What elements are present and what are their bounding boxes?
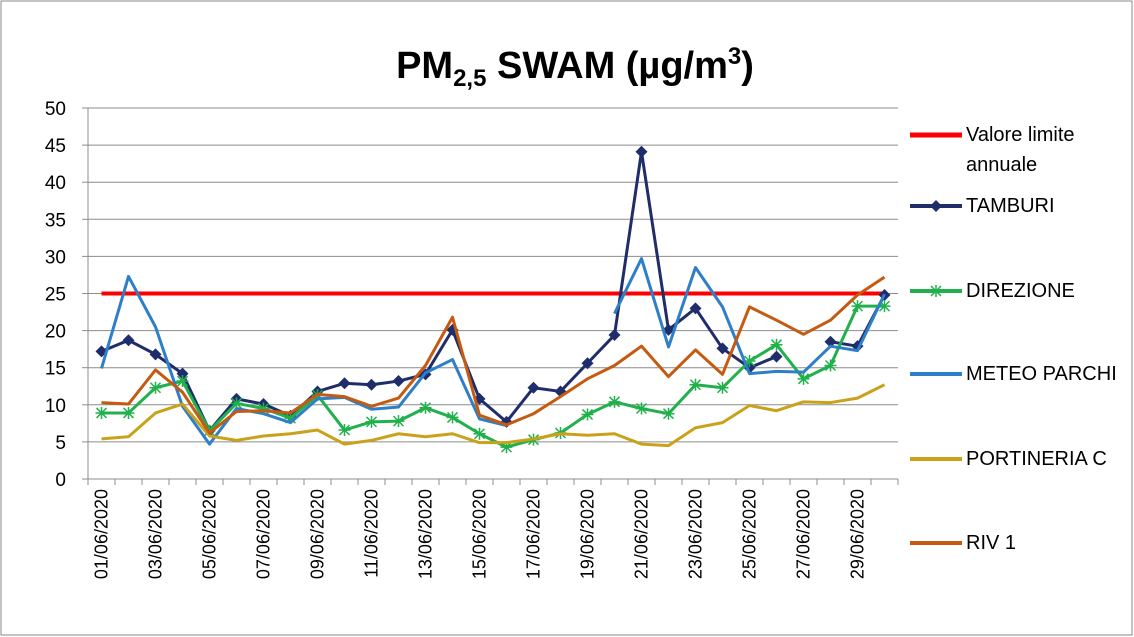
- marker: [851, 300, 864, 313]
- legend-marker: [930, 200, 942, 212]
- legend-label: PORTINERIA C: [966, 448, 1107, 470]
- x-tick-label: 29/06/2020: [848, 489, 868, 579]
- marker: [284, 412, 297, 425]
- title-part: 3: [728, 43, 741, 70]
- x-tick-label: 03/06/2020: [146, 489, 166, 579]
- marker: [419, 401, 432, 414]
- series-line: [100, 257, 886, 446]
- x-tick-label: 15/06/2020: [470, 489, 490, 579]
- y-tick-label: 50: [45, 99, 66, 120]
- x-tick-label: 13/06/2020: [416, 489, 436, 579]
- y-tick-label: 0: [55, 470, 66, 491]
- chart-title: PM2,5 SWAM (µg/m3): [396, 43, 754, 92]
- marker: [230, 397, 243, 410]
- marker: [608, 329, 621, 342]
- y-tick-label: 20: [45, 322, 66, 343]
- marker: [662, 407, 675, 420]
- marker: [338, 377, 351, 390]
- marker: [824, 335, 837, 348]
- marker: [581, 408, 594, 421]
- marker: [149, 381, 162, 394]
- series-line: [101, 275, 886, 435]
- y-tick-label: 10: [45, 396, 66, 417]
- x-tick-label: 05/06/2020: [200, 489, 220, 579]
- marker: [689, 378, 702, 391]
- marker: [122, 334, 135, 347]
- marker: [365, 378, 378, 391]
- marker: [743, 355, 756, 368]
- marker: [392, 415, 405, 428]
- marker: [878, 300, 891, 313]
- marker: [635, 402, 648, 415]
- x-tick-label: 17/06/2020: [524, 489, 544, 579]
- x-tick-label: 01/06/2020: [92, 489, 112, 579]
- marker: [446, 411, 459, 424]
- y-tick-label: 25: [45, 285, 66, 306]
- marker: [716, 342, 729, 355]
- x-tick-label: 11/06/2020: [362, 489, 382, 578]
- x-tick-label: 27/06/2020: [794, 489, 814, 579]
- marker: [473, 427, 486, 440]
- y-tick-label: 40: [45, 173, 66, 194]
- y-tick-label: 35: [45, 210, 66, 231]
- marker: [770, 350, 783, 363]
- y-tick-label: 45: [45, 136, 66, 157]
- legend-label: Valore limite annuale: [966, 124, 1075, 176]
- marker: [716, 381, 729, 394]
- marker: [608, 395, 621, 408]
- x-tick-label: 07/06/2020: [254, 489, 274, 579]
- legend-marker: [930, 285, 942, 297]
- legend-label: TAMBURI: [966, 195, 1055, 217]
- marker: [392, 375, 405, 388]
- x-tick-label: 25/06/2020: [740, 489, 760, 579]
- marker: [689, 302, 702, 315]
- legend-label: METEO PARCHI: [966, 363, 1117, 385]
- marker: [257, 402, 270, 415]
- title-part: 2,5: [453, 65, 486, 92]
- marker: [797, 372, 810, 385]
- marker: [635, 145, 648, 158]
- marker: [95, 406, 108, 419]
- x-tick-label: 09/06/2020: [308, 489, 328, 579]
- y-tick-label: 5: [55, 433, 66, 454]
- x-tick-label: 19/06/2020: [578, 489, 598, 579]
- marker: [770, 338, 783, 351]
- marker: [176, 375, 189, 388]
- marker: [500, 441, 513, 454]
- x-tick-label: 23/06/2020: [686, 489, 706, 579]
- title-part: ): [741, 45, 754, 87]
- title-part: PM: [396, 45, 453, 87]
- marker: [122, 406, 135, 419]
- marker: [824, 359, 837, 372]
- y-tick-label: 30: [45, 247, 66, 268]
- legend-label: RIV 1: [966, 532, 1017, 554]
- marker: [176, 367, 189, 380]
- series-line: [101, 383, 886, 448]
- marker: [149, 348, 162, 361]
- title-part: SWAM (µg/m: [486, 45, 727, 87]
- marker: [527, 381, 540, 394]
- marker: [365, 415, 378, 428]
- x-tick-label: 21/06/2020: [632, 489, 652, 579]
- y-tick-label: 15: [45, 359, 66, 380]
- legend-label: DIREZIONE: [966, 280, 1075, 302]
- marker: [581, 357, 594, 370]
- marker: [338, 424, 351, 437]
